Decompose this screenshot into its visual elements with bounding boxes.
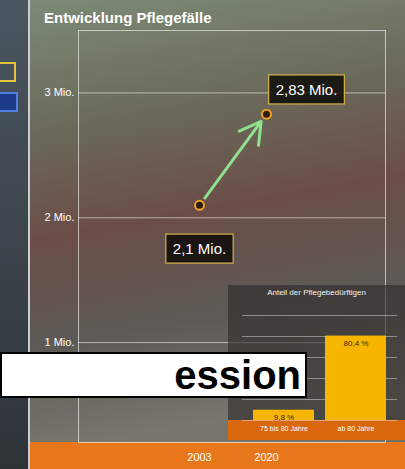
html-text:Anteil der Pflegebedürftigen: Anteil der Pflegebedürftigen	[267, 288, 366, 297]
svg-text:2,1 Mio.: 2,1 Mio.	[173, 240, 226, 257]
svg-text:2020: 2020	[254, 451, 278, 463]
svg-text:2,83 Mio.: 2,83 Mio.	[276, 81, 338, 98]
svg-text:3 Mio.: 3 Mio.	[45, 86, 75, 98]
svg-text:9,8 %: 9,8 %	[274, 413, 294, 422]
svg-text:2 Mio.: 2 Mio.	[45, 211, 75, 223]
html-text:ession: ession	[174, 353, 301, 397]
svg-text:ab 80 Jahre: ab 80 Jahre	[338, 425, 375, 432]
html-text:Entwicklung Pflegefälle: Entwicklung Pflegefälle	[44, 9, 212, 26]
svg-text:80,4 %: 80,4 %	[344, 339, 369, 348]
svg-text:1 Mio.: 1 Mio.	[45, 336, 75, 348]
svg-text:2003: 2003	[187, 451, 211, 463]
svg-text:75 bis 80 Jahre: 75 bis 80 Jahre	[260, 425, 308, 432]
